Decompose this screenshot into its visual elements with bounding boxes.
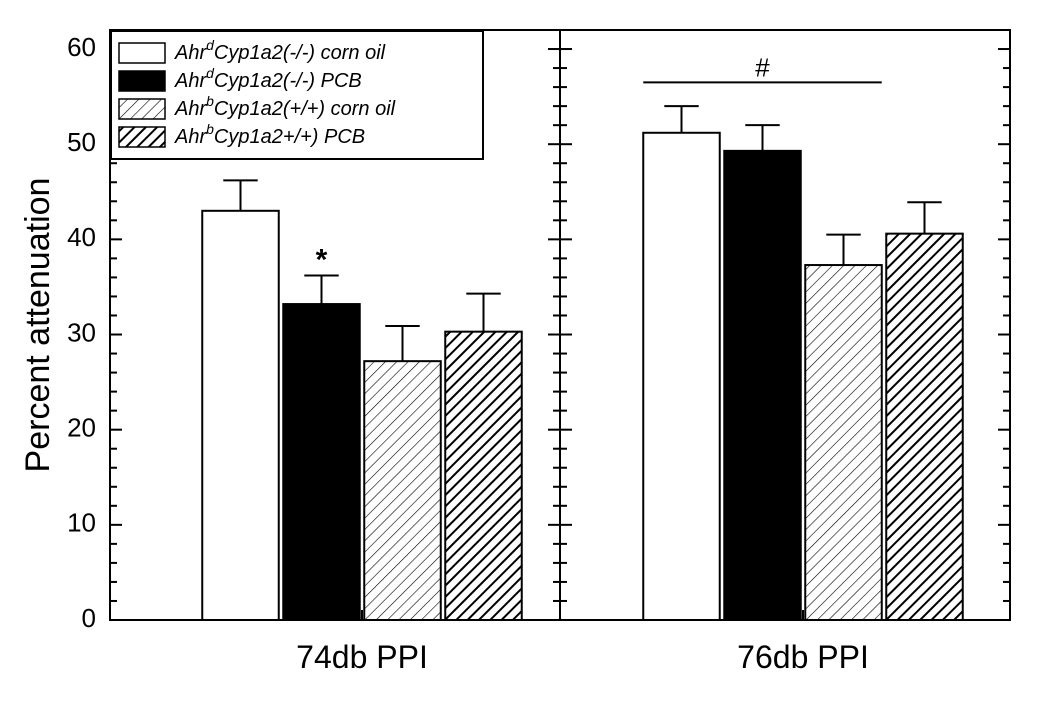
group-label: 76db PPI xyxy=(737,639,869,675)
y-tick-label: 40 xyxy=(67,222,96,252)
ppi-bar-chart: 0 10 20 30 40 50 60 Percent attenuation 74db PPI… xyxy=(0,0,1050,723)
y-tick-label: 60 xyxy=(67,32,96,62)
y-tick-label: 30 xyxy=(67,317,96,347)
legend-swatch xyxy=(119,99,165,119)
bar-g76-s4 xyxy=(886,234,963,620)
bar-g74-s1 xyxy=(202,211,279,620)
group-label: 74db PPI xyxy=(296,639,428,675)
y-tick-label: 0 xyxy=(82,603,96,633)
legend-swatch xyxy=(119,43,165,63)
bar-g74-s4 xyxy=(445,332,522,620)
y-axis-title: Percent attenuation xyxy=(19,178,57,473)
bar-g74-s2 xyxy=(283,304,360,620)
y-tick-label: 50 xyxy=(67,127,96,157)
annotation-hash: # xyxy=(755,52,770,82)
bar-g76-s1 xyxy=(643,133,720,620)
legend-swatch xyxy=(119,127,165,147)
y-tick-label: 10 xyxy=(67,508,96,538)
legend-swatch xyxy=(119,71,165,91)
y-tick-label: 20 xyxy=(67,413,96,443)
annotation-star: * xyxy=(316,244,328,277)
bar-g76-s2 xyxy=(724,151,801,620)
bar-g74-s3 xyxy=(364,361,441,620)
bar-g76-s3 xyxy=(805,265,882,620)
